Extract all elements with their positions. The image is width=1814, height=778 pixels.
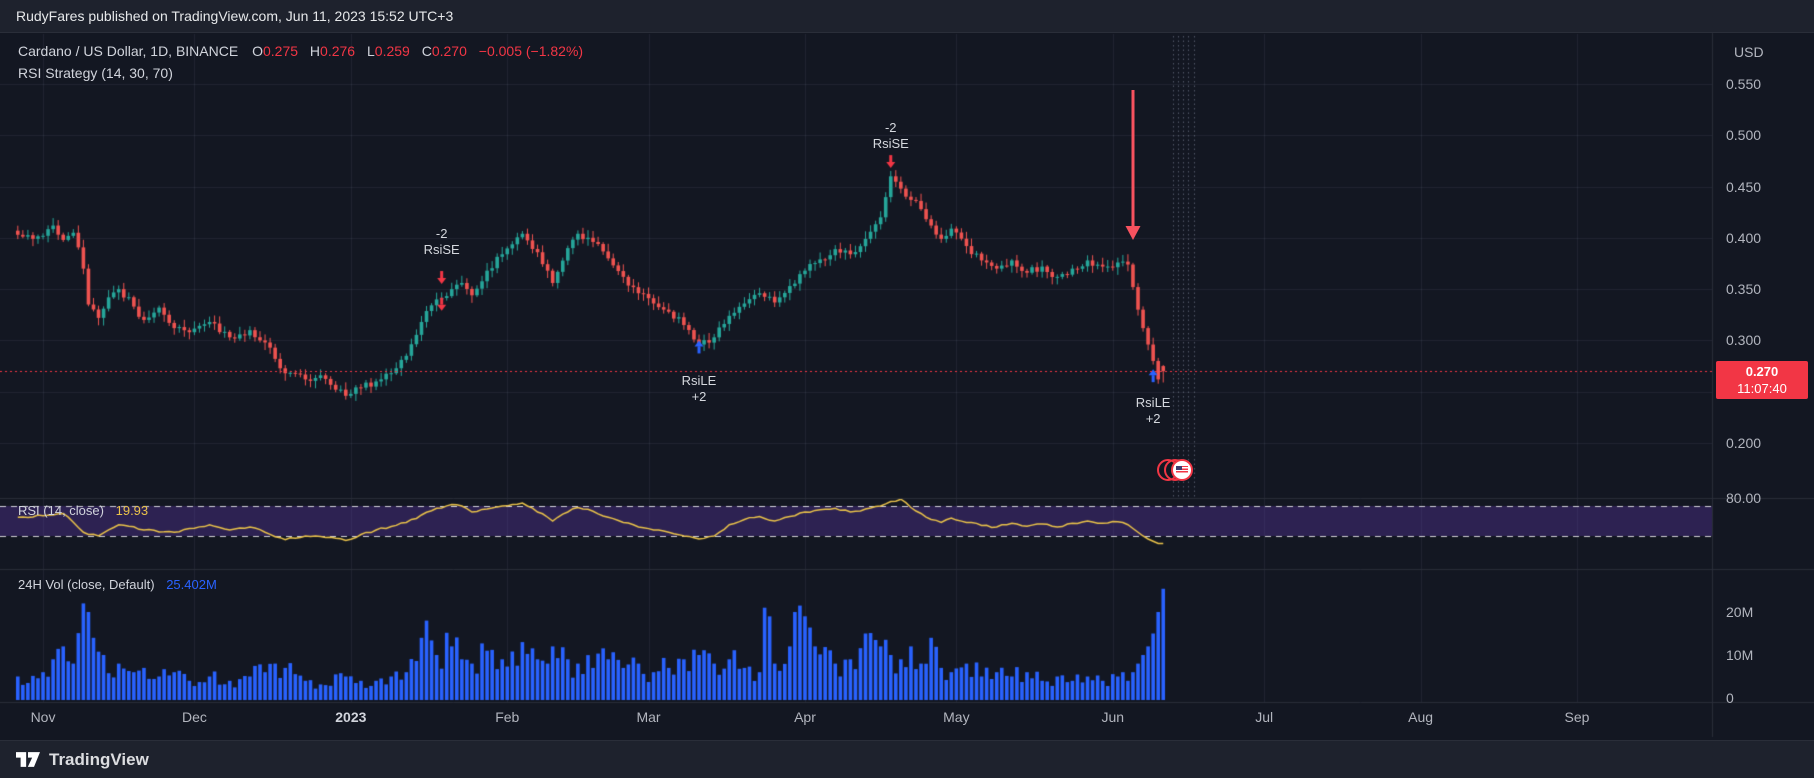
high-label: H [309, 43, 321, 59]
strategy-legend-row[interactable]: RSI Strategy (14, 30, 70) [18, 62, 583, 84]
event-ring-icon [1171, 459, 1193, 481]
time-scale[interactable] [0, 702, 1712, 737]
open-value: 0.275 [262, 43, 299, 59]
last-price-label: 0.270 [1745, 364, 1779, 380]
attribution-bar: RudyFares published on TradingView.com, … [0, 0, 1814, 33]
chart-legend: Cardano / US Dollar, 1D, BINANCE O0.275 … [18, 40, 583, 84]
close-label: C [421, 43, 432, 59]
tradingview-logo-link[interactable]: TradingView [16, 750, 149, 770]
us-flag-icon [1176, 466, 1188, 474]
rsi-legend-row[interactable]: RSI (14, close) 19.93 [18, 503, 148, 518]
attribution-text: RudyFares published on TradingView.com, … [16, 8, 454, 24]
symbol-legend-row[interactable]: Cardano / US Dollar, 1D, BINANCE O0.275 … [18, 40, 583, 62]
bar-countdown: 11:07:40 [1737, 381, 1787, 397]
high-value: 0.276 [320, 43, 356, 59]
low-label: L [366, 43, 375, 59]
rsi-label: RSI (14, close) [18, 503, 104, 518]
low-value: 0.259 [374, 43, 410, 59]
rsi-scale-tick: 80.00 [1726, 490, 1762, 506]
footer-bar: TradingView [0, 740, 1814, 778]
footer-brand-text: TradingView [49, 749, 149, 769]
volume-label: 24H Vol (close, Default) [18, 577, 155, 592]
tradingview-logo-icon [16, 752, 40, 767]
symbol-title: Cardano / US Dollar, 1D, BINANCE [18, 43, 239, 59]
strategy-title: RSI Strategy (14, 30, 70) [18, 65, 173, 81]
price-drop-arrow-icon [1125, 90, 1141, 240]
price-scale-currency: USD [1734, 44, 1764, 60]
price-scale[interactable] [1712, 33, 1814, 737]
volume-value: 25.402M [166, 577, 217, 592]
us-flag-economic-event-icon[interactable] [1157, 458, 1205, 486]
open-label: O [252, 43, 263, 59]
last-price-countdown-badge: 0.270 11:07:40 [1716, 361, 1808, 400]
rsi-value: 19.93 [115, 503, 149, 518]
close-value: 0.270 [431, 43, 467, 59]
volume-legend-row[interactable]: 24H Vol (close, Default) 25.402M [18, 577, 217, 592]
change-value: −0.005 (−1.82%) [478, 43, 584, 59]
